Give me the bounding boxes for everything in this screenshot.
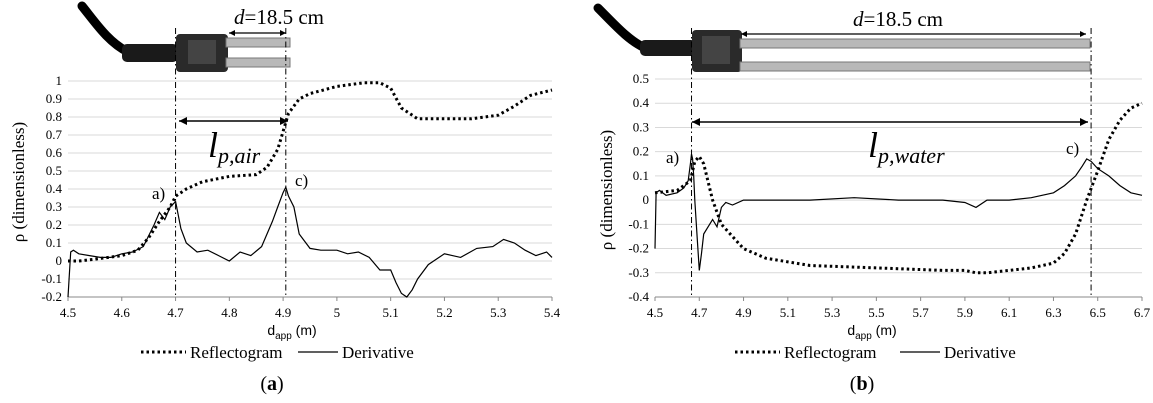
x-tick-label: 5.7 [913,305,930,320]
legend-derivative-a: Derivative [342,343,414,362]
y-tick-label: 0.3 [46,199,62,214]
y-tick-label: 0.4 [633,95,650,110]
y-axis-label-b: ρ (dimensionless) [597,130,616,250]
legend-reflectogram-a: Reflectogram [190,343,283,362]
point-a-label-a: a) [152,184,165,203]
y-tick-label: 0.1 [633,168,649,183]
lp-annotation-a: lp,air [179,117,288,168]
x-tick-label: 4.7 [167,305,184,320]
legend-reflectogram-b: Reflectogram [784,343,877,362]
panel-b: d=18.5 cm -0.4 -0.3 -0.2 -0.1 0 0.1 0.2 0.3 0.4 0… [593,3,1151,395]
y-tick-label: 0.7 [46,127,63,142]
x-tick-label: 5.5 [868,305,884,320]
x-tick-label: 5.1 [780,305,796,320]
y-tick-label: 0.5 [46,163,62,178]
x-tick-label: 5.2 [436,305,452,320]
x-tick-label: 4.9 [735,305,751,320]
x-tick-label: 4.5 [647,305,663,320]
x-tick-label: 5 [334,305,341,320]
point-a-label-b: a) [666,148,679,167]
y-tick-label: 0.2 [633,144,649,159]
legend-b: Reflectogram Derivative [735,343,1016,362]
x-tick-label: 5.1 [383,305,399,320]
y-tick-label: -0.4 [628,289,649,304]
probe-image-a [77,1,291,72]
point-c-label-a: c) [295,171,308,190]
y-axis-label-a: ρ (dimensionless) [9,122,28,242]
x-tick-label: 5.3 [490,305,506,320]
y-tick-label: -0.2 [41,289,62,304]
x-tick-label: 4.5 [60,305,76,320]
d-label-a: d=18.5 cm [234,5,324,29]
x-tick-label: 6.7 [1134,305,1151,320]
y-tick-label: 0.8 [46,109,62,124]
d-label-b: d=18.5 cm [853,7,943,31]
series-reflectogram-line [654,101,1143,275]
y-tick-label: 0 [643,192,650,207]
x-tick-label: 6.5 [1090,305,1106,320]
plot-area-b: -0.4 -0.3 -0.2 -0.1 0 0.1 0.2 0.3 0.4 0.5 4.5 4.7 4.… [628,28,1151,320]
y-tick-label: 0.3 [633,119,649,134]
y-tick-label: 0.6 [46,145,63,160]
y-tick-label: 0.2 [46,217,62,232]
x-tick-label: 6.3 [1045,305,1061,320]
x-tick-label: 5.9 [957,305,973,320]
series-reflectogram-line [68,81,553,263]
d-annotation-a: d=18.5 cm [229,5,324,36]
series-derivative-line [654,153,1143,271]
y-tick-label: 0.1 [46,235,62,250]
panel-a: d=18.5 cm -0.2 -0.1 0 0.1 0.2 0.3 0.4 0.5 0.6 0.7… [9,1,561,395]
x-tick-label: 4.8 [221,305,237,320]
y-tick-label: 0.9 [46,91,62,106]
lp-label-b: lp,water [868,125,945,168]
y-tick-label: -0.1 [41,271,62,286]
x-axis-label-a: dapp (m) [267,322,316,342]
x-tick-label: 4.6 [114,305,131,320]
y-tick-label: 1 [56,73,63,88]
point-c-label-b: c) [1066,139,1079,158]
y-tick-label: 0 [56,253,63,268]
y-tick-label: -0.3 [628,265,649,280]
y-tick-label: 0.5 [633,71,649,86]
y-tick-label: 0.4 [46,181,63,196]
x-tick-label: 4.9 [275,305,291,320]
d-annotation-b: d=18.5 cm [741,7,1086,37]
series-derivative-line [67,185,553,298]
caption-b: (b) [850,373,874,395]
x-tick-label: 5.3 [824,305,840,320]
plot-area-a: -0.2 -0.1 0 0.1 0.2 0.3 0.4 0.5 0.6 0.7 0.8 0.9 1 4.5… [41,28,561,320]
legend-a: Reflectogram Derivative [141,343,414,362]
x-tick-label: 4.7 [691,305,708,320]
x-axis-label-b: dapp (m) [847,322,896,342]
probe-image-b [593,3,1091,72]
y-tick-label: -0.1 [628,216,649,231]
caption-a: (a) [260,373,283,395]
y-tick-label: -0.2 [628,241,649,256]
x-tick-label: 5.4 [544,305,561,320]
x-tick-label: 6.1 [1001,305,1017,320]
lp-label-a: lp,air [208,125,261,168]
legend-derivative-b: Derivative [944,343,1016,362]
lp-annotation-b: lp,water [692,118,1088,168]
